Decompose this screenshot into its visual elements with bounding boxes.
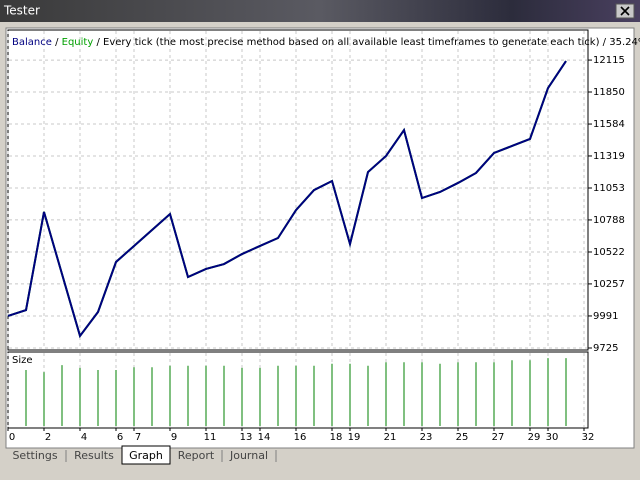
- main-panel: [7, 29, 589, 351]
- y-tick-label: 11053: [593, 183, 625, 194]
- tab-label: Journal: [229, 449, 268, 462]
- y-tick-label: 11850: [593, 87, 625, 98]
- tab-label: Results: [74, 449, 114, 462]
- tab[interactable]: Settings: [12, 449, 67, 462]
- x-tick-label: 23: [420, 432, 433, 443]
- x-tick-label: 11: [204, 432, 217, 443]
- x-tick-label: 6: [117, 432, 123, 443]
- x-tick-label: 9: [171, 432, 177, 443]
- y-tick-label: 10257: [593, 279, 625, 290]
- legend-balance: Balance: [12, 37, 52, 48]
- x-tick-label: 30: [546, 432, 559, 443]
- panel-title: Size: [12, 355, 33, 366]
- x-tick-label: 18: [330, 432, 343, 443]
- y-tick-label: 11584: [593, 119, 625, 130]
- close-button[interactable]: [615, 3, 635, 19]
- x-tick-label: 2: [45, 432, 51, 443]
- x-tick-label: 19: [348, 432, 361, 443]
- x-tick-label: 32: [582, 432, 595, 443]
- y-tick-label: 10522: [593, 247, 625, 258]
- tab[interactable]: Graph: [121, 445, 171, 465]
- tab-bar: Settings Results Graph Report Journal: [12, 445, 277, 465]
- tab[interactable]: Results: [74, 449, 123, 462]
- x-tick-label: 14: [258, 432, 271, 443]
- legend-equity: Equity: [62, 37, 94, 48]
- y-tick-label: 9991: [593, 311, 618, 322]
- tab-label: Graph: [129, 449, 163, 462]
- legend-description: / Every tick (the most precise method ba…: [96, 37, 640, 48]
- tab[interactable]: Journal: [229, 449, 277, 462]
- y-tick-label: 12115: [593, 55, 625, 66]
- x-tick-label: 4: [81, 432, 87, 443]
- title-bar: [0, 0, 640, 22]
- x-tick-label: 21: [384, 432, 397, 443]
- y-tick-label: 10788: [593, 215, 625, 226]
- x-tick-label: 27: [492, 432, 505, 443]
- x-tick-label: 0: [9, 432, 15, 443]
- series-line: [7, 60, 567, 339]
- x-tick-label: 25: [456, 432, 469, 443]
- window-title: Tester: [3, 4, 40, 18]
- x-tick-label: 29: [528, 432, 541, 443]
- tab-label: Settings: [12, 449, 57, 462]
- x-tick-label: 13: [240, 432, 253, 443]
- size-panel: [7, 351, 589, 429]
- legend: Balance / Equity / Every tick (the most …: [12, 37, 640, 48]
- tab[interactable]: Report: [178, 449, 223, 462]
- tab-label: Report: [178, 449, 215, 462]
- tab-active-bg: [121, 445, 171, 465]
- legend-separator: /: [55, 37, 59, 48]
- x-tick-label: 16: [294, 432, 307, 443]
- y-tick-label: 9725: [593, 343, 618, 354]
- y-tick-label: 11319: [593, 151, 625, 162]
- x-tick-label: 7: [135, 432, 141, 443]
